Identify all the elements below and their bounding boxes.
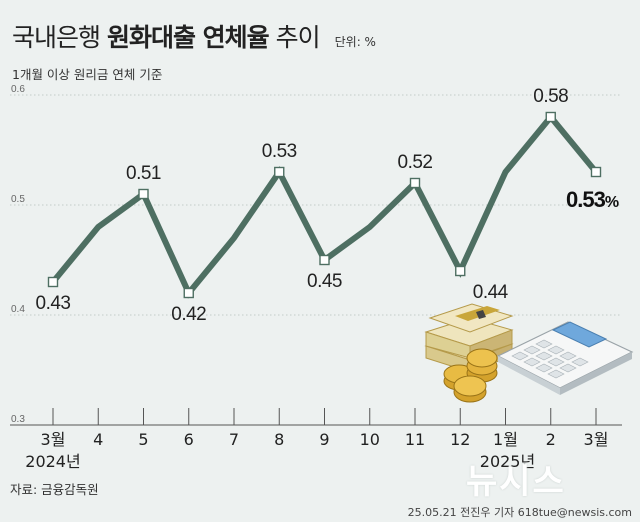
- x-tick-label: 6: [184, 430, 194, 449]
- data-point-marker: [319, 254, 330, 266]
- year-label: 2025년: [480, 452, 535, 471]
- data-label: 0.58: [533, 86, 568, 107]
- data-label: 0.52: [398, 152, 433, 173]
- data-point-marker: [183, 287, 194, 299]
- x-tick-label: 4: [93, 430, 103, 449]
- newsis-logo: 뉴시스: [466, 462, 566, 502]
- data-label: 0.45: [307, 271, 342, 292]
- data-point-marker: [409, 177, 421, 189]
- y-tick-label: 0.6: [11, 84, 25, 95]
- year-label: 2024년: [25, 452, 80, 471]
- money-bundle-icon: [424, 303, 514, 373]
- data-point-marker: [138, 188, 149, 200]
- title-bold: 원화대출 연체율: [106, 23, 270, 52]
- data-label: 0.44: [473, 282, 509, 303]
- y-tick-label: 0.5: [11, 194, 25, 205]
- unit-label: 단위: %: [334, 35, 376, 49]
- data-point-marker: [545, 111, 556, 123]
- chart-title: 국내은행 원화대출 연체율 추이 단위: %: [12, 18, 376, 54]
- source-note: 자료: 금융감독원: [10, 482, 99, 497]
- x-tick-label: 3월: [41, 430, 66, 449]
- title-prefix: 국내은행: [12, 23, 101, 52]
- y-tick-label: 0.4: [11, 304, 25, 315]
- data-label: 0.43: [36, 293, 71, 314]
- x-tick-label: 10: [360, 430, 380, 449]
- x-tick-label: 5: [138, 430, 148, 449]
- x-tick-label: 3월: [584, 430, 609, 449]
- data-point-marker: [47, 276, 59, 288]
- decoration-illustration: [424, 303, 634, 403]
- x-tick-label: 7: [229, 430, 239, 449]
- x-tick-label: 8: [274, 430, 284, 449]
- data-point-marker: [590, 166, 602, 178]
- x-tick-label: 12: [450, 430, 470, 449]
- byline-credit: 25.05.21 전진우 기자 618tue@newsis.com: [407, 506, 632, 519]
- x-tick-label: 1월: [493, 430, 518, 449]
- chart-subtitle: 1개월 이상 원리금 연체 기준: [12, 67, 163, 82]
- highlight-value: 0.53: [566, 187, 606, 212]
- y-tick-label: 0.3: [11, 414, 25, 425]
- highlight-unit: %: [605, 194, 619, 211]
- data-label: 0.53: [262, 141, 297, 162]
- data-label: 0.51: [126, 163, 161, 184]
- coin-stack-icon: [443, 348, 498, 403]
- highlight-value-label: 0.53%: [566, 187, 619, 212]
- calculator-icon: [496, 321, 634, 395]
- data-label: 0.42: [171, 304, 206, 325]
- data-point-marker: [455, 265, 466, 277]
- data-point-marker: [274, 166, 285, 178]
- title-suffix: 추이: [275, 23, 321, 52]
- x-tick-label: 11: [405, 430, 425, 449]
- x-tick-label: 9: [319, 430, 329, 449]
- x-tick-label: 2: [546, 430, 556, 449]
